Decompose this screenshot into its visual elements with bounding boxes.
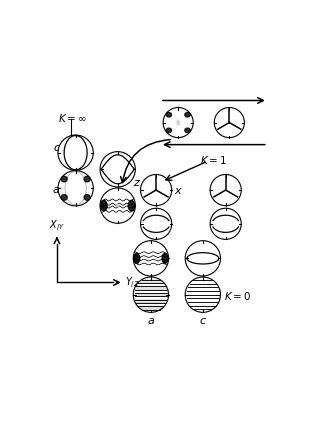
Polygon shape (177, 121, 179, 123)
Text: a: a (147, 315, 154, 325)
Polygon shape (101, 201, 107, 212)
Text: $K = \infty$: $K = \infty$ (58, 112, 87, 124)
Polygon shape (135, 300, 167, 303)
Polygon shape (61, 195, 67, 201)
Text: z: z (133, 178, 139, 188)
Polygon shape (84, 177, 90, 183)
Polygon shape (138, 280, 163, 283)
Polygon shape (166, 129, 172, 133)
Polygon shape (135, 293, 167, 297)
Polygon shape (177, 124, 179, 126)
Text: c: c (53, 143, 59, 153)
Text: a: a (53, 184, 60, 194)
Polygon shape (185, 129, 190, 133)
Polygon shape (138, 307, 163, 310)
Polygon shape (185, 113, 190, 118)
Polygon shape (166, 113, 172, 118)
Polygon shape (61, 177, 67, 183)
Polygon shape (84, 195, 90, 201)
Text: $Y_{/Z}$: $Y_{/Z}$ (125, 276, 140, 290)
Text: x: x (174, 186, 181, 196)
Polygon shape (162, 254, 168, 264)
Text: $K = 1$: $K = 1$ (200, 154, 227, 166)
Polygon shape (134, 254, 140, 264)
Polygon shape (135, 287, 167, 290)
Polygon shape (128, 201, 135, 212)
Text: $X_{/Y}$: $X_{/Y}$ (49, 218, 65, 233)
Polygon shape (117, 205, 119, 207)
Text: $K = 0$: $K = 0$ (224, 289, 251, 301)
Text: c: c (200, 315, 206, 325)
